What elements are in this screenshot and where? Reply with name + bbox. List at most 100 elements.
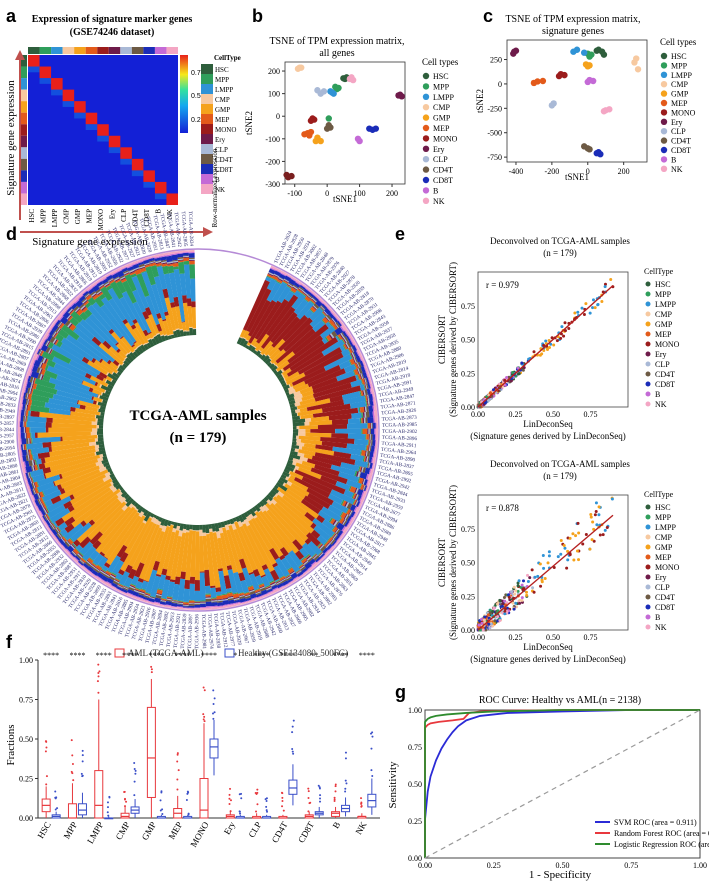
bar-segment-cd8t [96,572,104,579]
bar-segment-gmp [131,523,157,571]
bar-segment-hsc [143,509,149,517]
bar-segment-mpp [35,383,58,395]
bar-segment-mep [353,499,357,506]
bar-segment-clp [99,570,106,575]
bar-segment-hsc [281,382,287,388]
bar-segment-mpp [130,583,136,587]
bar-segment-mono [246,288,272,333]
bar-segment-hsc [236,337,243,345]
bar-segment-hsc [120,491,128,498]
bar-segment-lmpp [52,393,78,404]
bar-segment-ery [46,341,51,347]
bar-segment-hsc [289,403,296,408]
bar-segment-mpp [274,579,281,583]
bar-segment-clp [363,417,366,424]
bar-segment-lmpp [339,345,346,352]
bar-segment-ery [48,518,52,525]
bar-segment-mep [272,275,279,281]
outlier [319,794,322,797]
legend-label-mpp: MPP [655,290,672,299]
bar-segment-hsc [255,350,262,357]
sample-label: TCGA-AB-2912 [218,612,228,648]
bar-segment-mono [306,487,334,506]
bar-segment-hsc [132,351,139,358]
bar-segment-lmpp [255,575,264,585]
bar-segment-mep [134,269,142,275]
bar-segment-gmp [299,407,308,413]
bar-segment-ery [331,318,336,324]
bar-segment-gmp [287,477,309,492]
sample-label: TCGA-AB-2844 [0,427,14,433]
bar-segment-clp [71,550,77,556]
bar-segment-clp [104,282,110,287]
bar-segment-gmp [298,449,316,457]
bar-segment-clp [368,428,370,435]
sample-label: TCGA-AB-2936 [194,614,200,650]
bar-segment-cd4t [149,597,155,600]
bar-segment-cd8t [369,399,374,407]
bar-segment-cd4t [166,599,173,602]
bar-segment-clp [244,594,251,598]
bar-segment-cmp [104,471,111,478]
bar-segment-hsc [137,506,144,514]
bar-segment-mono [60,436,63,442]
bar-segment-hsc [95,414,105,420]
bar-segment-mep [155,262,162,267]
bar-segment-mep [34,464,38,471]
heatmap-colorbar [180,55,188,133]
bar-segment-nk [374,410,378,418]
bar-segment-cmp [273,362,276,366]
legend-dot-cd4t [645,371,651,377]
bar-segment-clp [303,560,309,566]
bar-segment-mpp [72,326,77,332]
bar-segment-hsc [292,435,297,439]
bar-segment-hsc [146,342,152,349]
bar-segment-mpp [331,525,336,531]
scatter-point-mpp [488,608,492,612]
scatter-point-lmpp [544,339,548,343]
bar-segment-clp [348,510,353,516]
row-annotation-cd4t [20,158,27,171]
bar-segment-nk [321,554,327,561]
sample-label: TCGA-AB-2900 [0,439,15,447]
outlier [45,775,48,778]
bar-segment-cd4t [117,585,123,589]
bar-segment-lmpp [53,362,96,386]
bar-segment-mep [91,562,97,568]
sample-label: TCGA-AB-2805 [180,211,188,247]
bar-segment-mpp [61,324,80,341]
bar-segment-mep [342,338,346,344]
bar-segment-mono [189,576,195,585]
bar-segment-cd4t [40,503,44,510]
row-annotation-mep [20,112,27,125]
bar-segment-mono [256,298,289,344]
bar-segment-mono [124,564,133,574]
bar-segment-lmpp [153,276,168,313]
bar-segment-cmp [277,491,285,498]
legend-dot-hsc [645,281,651,287]
bar-segment-mono [331,418,349,425]
bar-segment-mep [95,564,102,571]
bar-segment-lmpp [42,485,59,497]
bar-segment-nk [293,576,300,582]
fit-line [477,284,614,408]
bar-segment-cmp [163,334,168,337]
bar-segment-b [25,381,28,388]
outlier [229,810,232,813]
bar-segment-mep [161,263,168,267]
scatter-title: Deconvolved on TCGA-AML samples [490,459,630,469]
bar-segment-b [182,251,189,254]
scatter-point-gmp [577,558,581,562]
bar-segment-mep [111,573,117,577]
bar-segment-mono [292,539,304,551]
bar-segment-mep [39,497,45,504]
bar-segment-b [57,540,63,546]
bar-segment-hsc [109,470,114,475]
bar-segment-nk [95,278,102,284]
legend-label-b: B [215,176,220,184]
bar-segment-nk [205,607,212,610]
bar-segment-clp [367,400,370,407]
bar-segment-nk [267,591,275,596]
bar-segment-cd4t [68,308,73,313]
